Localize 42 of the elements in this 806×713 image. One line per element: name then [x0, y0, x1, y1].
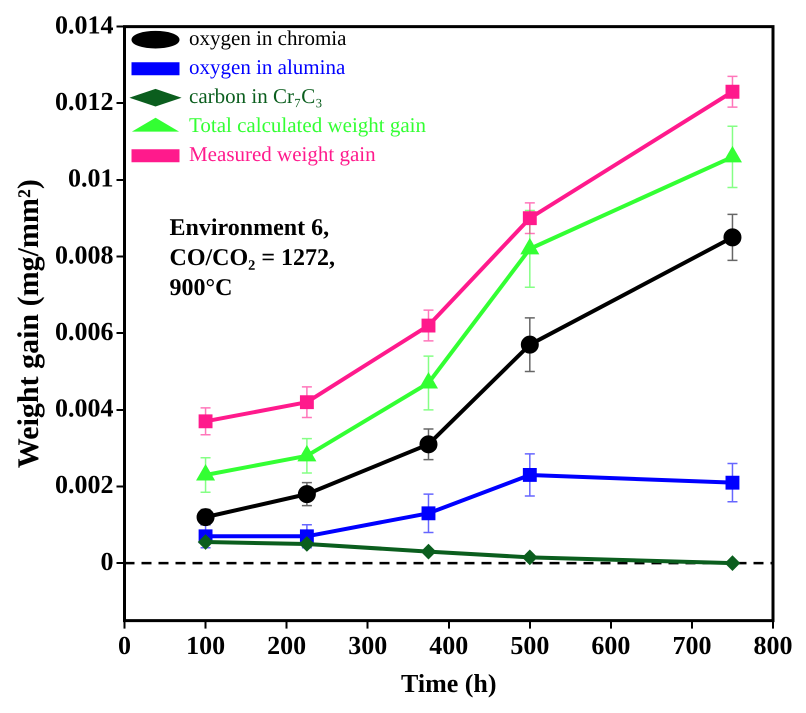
- y-tick-label: 0.014: [55, 10, 114, 40]
- y-tick-label: 0.008: [55, 240, 114, 270]
- y-tick-label: 0.006: [55, 316, 114, 346]
- point: [298, 485, 316, 504]
- x-tick-label: 300: [348, 630, 388, 660]
- point: [422, 506, 436, 520]
- y-tick-label: 0.002: [55, 470, 114, 500]
- point: [419, 435, 438, 454]
- point: [726, 84, 740, 99]
- x-tick-label: 800: [754, 630, 792, 660]
- x-tick-label: 700: [672, 630, 712, 660]
- point: [522, 211, 537, 226]
- legend-label: oxygen in alumina: [189, 55, 346, 80]
- point: [522, 468, 537, 482]
- annotation: Environment 6, CO/CO₂ = 1272, 900°C: [170, 214, 336, 301]
- legend-label: Total calculated weight gain: [189, 113, 427, 138]
- point: [196, 508, 215, 526]
- point: [198, 414, 213, 428]
- y-tick-label: 0: [100, 546, 114, 576]
- x-tick-label: 400: [429, 630, 468, 660]
- y-tick-label: 0.012: [55, 86, 114, 116]
- y-tick-label: 0.004: [55, 394, 114, 423]
- point: [198, 535, 213, 550]
- point: [723, 228, 742, 246]
- point: [300, 395, 314, 410]
- legend-label: carbon in Cr₇C₃: [189, 84, 323, 108]
- x-axis-title: Time (h): [400, 669, 497, 698]
- point: [300, 536, 314, 551]
- x-tick-label: 500: [510, 630, 550, 660]
- legend-label: Measured weight gain: [189, 142, 376, 166]
- legend-label: oxygen in chromia: [189, 26, 348, 50]
- y-axis-title: Weight gain (mg/mm²): [12, 179, 45, 468]
- point: [422, 318, 436, 332]
- point: [726, 476, 740, 490]
- x-tick-label: 100: [186, 630, 226, 660]
- point: [520, 336, 539, 354]
- y-tick-label: 0.01: [68, 164, 114, 193]
- point: [421, 544, 436, 559]
- point: [522, 550, 537, 564]
- point: [725, 556, 740, 570]
- x-tick-label: 200: [267, 630, 306, 660]
- x-tick-label: 600: [591, 630, 630, 660]
